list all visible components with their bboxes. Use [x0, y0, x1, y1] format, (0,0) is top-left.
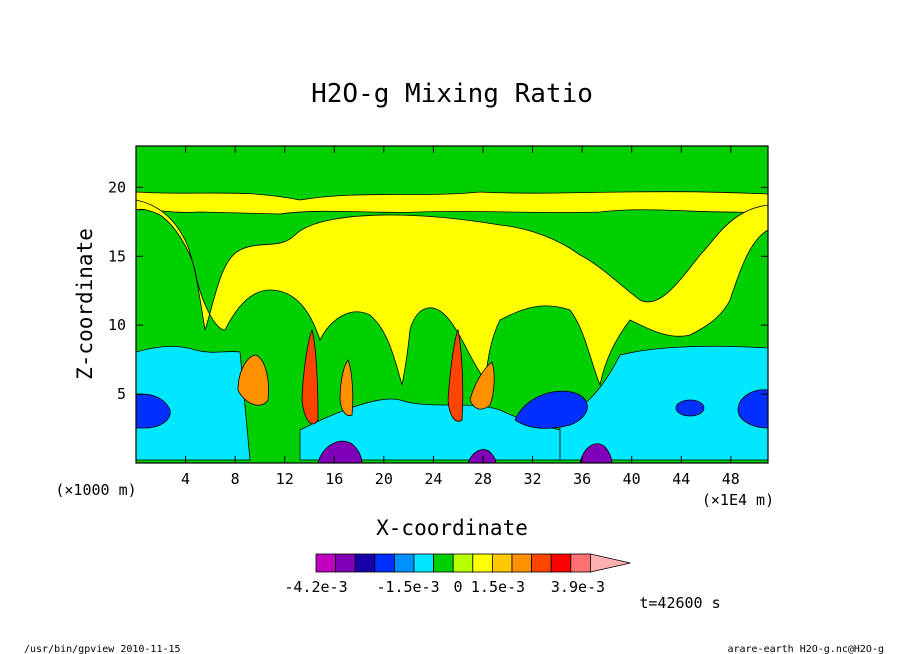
blue-blob-small — [675, 399, 705, 417]
upper-yellow-region — [135, 191, 769, 215]
colorbar-swatch — [491, 553, 513, 573]
y-axis-label: Z-coordinate — [73, 228, 97, 380]
x-unit-note: (×1E4 m) — [702, 491, 774, 509]
colorbar-label: 3.9e-3 — [551, 578, 605, 596]
colorbar-swatch — [472, 553, 493, 573]
colorbar-swatch — [393, 553, 415, 573]
colorbar-swatch — [315, 553, 337, 573]
colorbar-label: -1.5e-3 — [376, 578, 439, 596]
chart-title: H2O-g Mixing Ratio — [311, 79, 593, 109]
x-tick-label: 48 — [722, 470, 740, 488]
y-tick-label: 10 — [108, 316, 126, 334]
colorbar — [315, 553, 631, 573]
colorbar-label: 0 — [453, 578, 462, 596]
plot-area — [135, 145, 769, 464]
x-tick-label: 12 — [276, 470, 294, 488]
y-unit-note: (×1000 m) — [55, 481, 136, 499]
time-label: t=42600 s — [639, 594, 720, 612]
colorbar-swatch — [413, 553, 435, 573]
footer-right: arare-earth_H2O-g.nc@H2O-g — [727, 644, 884, 654]
y-tick-label: 5 — [117, 385, 126, 403]
colorbar-swatch — [374, 553, 395, 573]
colorbar-swatch — [452, 553, 474, 573]
x-tick-label: 24 — [424, 470, 442, 488]
x-tick-label: 20 — [375, 470, 393, 488]
x-tick-label: 36 — [573, 470, 591, 488]
colorbar-label: 1.5e-3 — [471, 578, 525, 596]
colorbar-swatch — [433, 553, 454, 573]
mid-yellow-region — [135, 199, 769, 387]
x-tick-label: 28 — [474, 470, 492, 488]
orange-plume-28 — [469, 361, 495, 410]
purple-bottom-36 — [579, 443, 613, 464]
colorbar-swatch — [550, 553, 572, 573]
orange-plume-16 — [339, 359, 354, 417]
colorbar-swatch — [354, 553, 376, 573]
colorbar-label: -4.2e-3 — [284, 578, 347, 596]
blue-blob-left — [135, 393, 171, 429]
purple-bottom-16 — [317, 440, 363, 464]
x-tick-label: 32 — [524, 470, 542, 488]
y-tick-label: 15 — [108, 247, 126, 265]
plot-frame — [135, 145, 769, 464]
x-tick-label: 40 — [623, 470, 641, 488]
red-plume-14 — [301, 328, 319, 425]
colorbar-swatch — [531, 553, 552, 573]
colorbar-arrow — [590, 553, 631, 573]
blue-blob-center — [514, 390, 588, 429]
x-tick-label: 4 — [181, 470, 190, 488]
blue-blob-right — [737, 389, 769, 429]
x-axis-label: X-coordinate — [376, 516, 528, 540]
y-tick-label: 20 — [108, 178, 126, 196]
colorbar-labels: -4.2e-3 -1.5e-3 0 1.5e-3 3.9e-3 — [284, 578, 605, 596]
colorbar-swatch — [570, 553, 591, 573]
red-plume-26 — [447, 328, 464, 422]
x-tick-label: 8 — [231, 470, 240, 488]
y-axis-ticks: 5 10 15 20 — [108, 178, 768, 403]
colorbar-swatch — [335, 553, 356, 573]
colorbar-swatch — [511, 553, 533, 573]
x-tick-label: 16 — [325, 470, 343, 488]
orange-plume-8 — [237, 354, 269, 406]
x-axis-ticks: 4 8 12 16 20 24 28 32 36 40 44 48 — [181, 146, 740, 488]
x-tick-label: 44 — [672, 470, 690, 488]
footer-left: /usr/bin/gpview 2010-11-15 — [24, 644, 181, 654]
